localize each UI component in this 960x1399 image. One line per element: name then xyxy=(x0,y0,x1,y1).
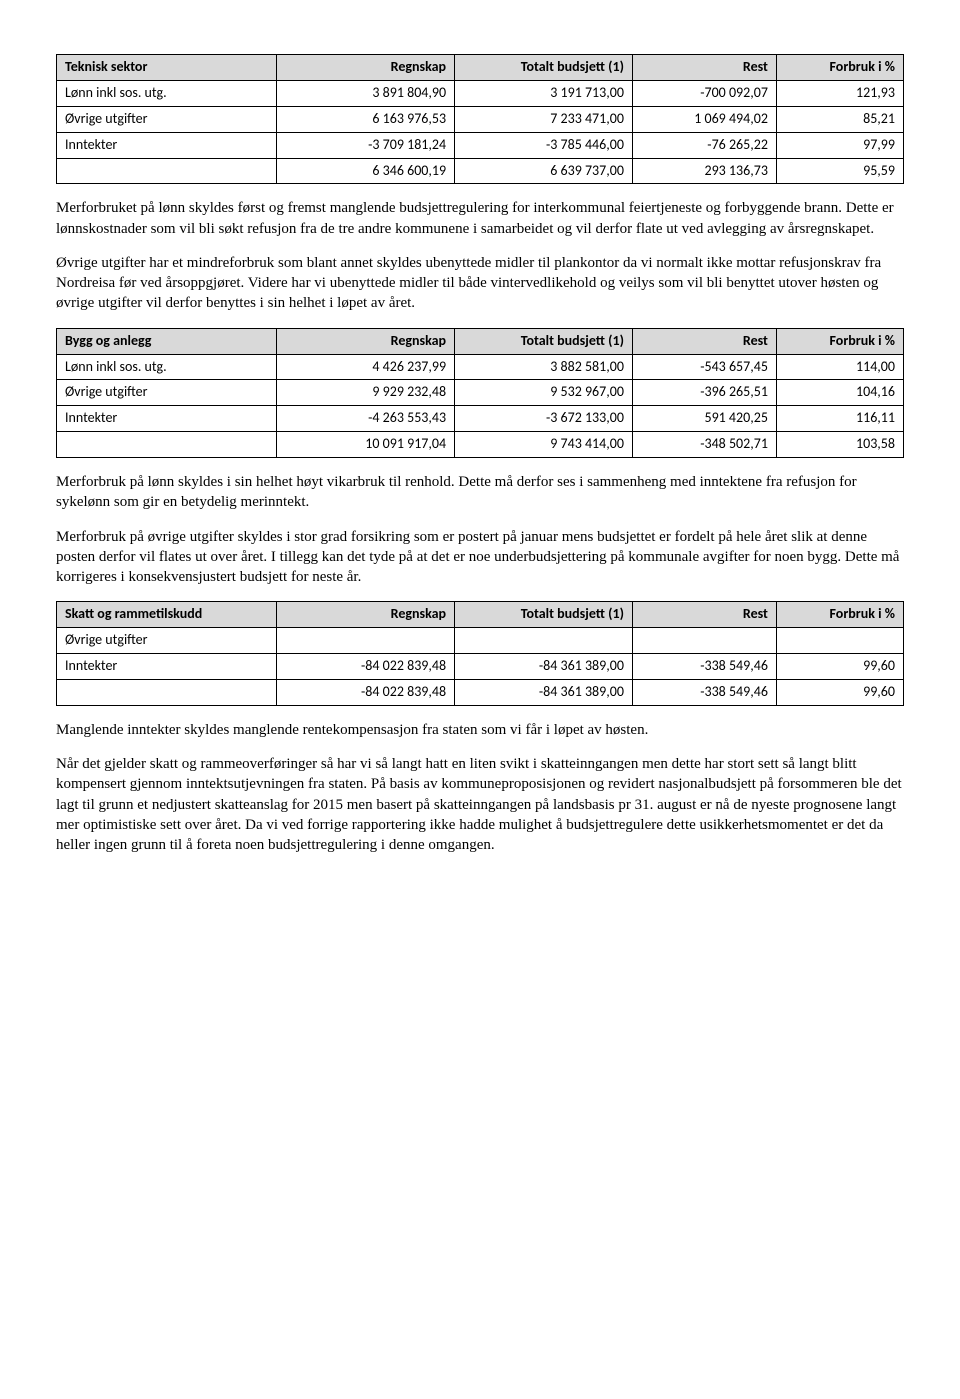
table-row: 6 346 600,19 6 639 737,00 293 136,73 95,… xyxy=(57,158,904,184)
cell: 121,93 xyxy=(776,80,903,106)
cell: 114,00 xyxy=(776,354,903,380)
cell: 99,60 xyxy=(776,680,903,706)
cell: Øvrige utgifter xyxy=(57,106,277,132)
table-row: Øvrige utgifter 6 163 976,53 7 233 471,0… xyxy=(57,106,904,132)
cell: 116,11 xyxy=(776,406,903,432)
cell: 9 929 232,48 xyxy=(277,380,455,406)
cell: 3 891 804,90 xyxy=(277,80,455,106)
th-forbruk: Forbruk i % xyxy=(776,602,903,628)
cell xyxy=(632,628,776,654)
th-label: Teknisk sektor xyxy=(57,55,277,81)
cell: -396 265,51 xyxy=(632,380,776,406)
cell: -543 657,45 xyxy=(632,354,776,380)
cell xyxy=(776,628,903,654)
table-row: Inntekter -3 709 181,24 -3 785 446,00 -7… xyxy=(57,132,904,158)
cell: -700 092,07 xyxy=(632,80,776,106)
cell: 10 091 917,04 xyxy=(277,432,455,458)
cell: Inntekter xyxy=(57,654,277,680)
paragraph: Merforbruket på lønn skyldes først og fr… xyxy=(56,198,904,239)
cell: 3 191 713,00 xyxy=(455,80,633,106)
cell: -4 263 553,43 xyxy=(277,406,455,432)
table-row: Lønn inkl sos. utg. 3 891 804,90 3 191 7… xyxy=(57,80,904,106)
cell xyxy=(57,680,277,706)
paragraph: Merforbruk på øvrige utgifter skyldes i … xyxy=(56,527,904,588)
th-budsjett: Totalt budsjett (1) xyxy=(455,328,633,354)
th-forbruk: Forbruk i % xyxy=(776,328,903,354)
th-regnskap: Regnskap xyxy=(277,602,455,628)
table-row: Lønn inkl sos. utg. 4 426 237,99 3 882 5… xyxy=(57,354,904,380)
th-rest: Rest xyxy=(632,328,776,354)
cell: 104,16 xyxy=(776,380,903,406)
cell: Øvrige utgifter xyxy=(57,380,277,406)
th-rest: Rest xyxy=(632,602,776,628)
table-row: Øvrige utgifter 9 929 232,48 9 532 967,0… xyxy=(57,380,904,406)
cell: 6 639 737,00 xyxy=(455,158,633,184)
table-teknisk-sektor: Teknisk sektor Regnskap Totalt budsjett … xyxy=(56,54,904,184)
cell: -338 549,46 xyxy=(632,654,776,680)
cell: Lønn inkl sos. utg. xyxy=(57,354,277,380)
cell: Øvrige utgifter xyxy=(57,628,277,654)
cell: -3 672 133,00 xyxy=(455,406,633,432)
cell: -84 361 389,00 xyxy=(455,680,633,706)
cell: 591 420,25 xyxy=(632,406,776,432)
cell: -76 265,22 xyxy=(632,132,776,158)
th-label: Bygg og anlegg xyxy=(57,328,277,354)
cell: -84 361 389,00 xyxy=(455,654,633,680)
paragraph: Manglende inntekter skyldes manglende re… xyxy=(56,720,904,740)
cell xyxy=(57,432,277,458)
cell: 9 532 967,00 xyxy=(455,380,633,406)
cell xyxy=(455,628,633,654)
paragraph: Øvrige utgifter har et mindreforbruk som… xyxy=(56,253,904,314)
cell: 103,58 xyxy=(776,432,903,458)
cell: 97,99 xyxy=(776,132,903,158)
cell xyxy=(277,628,455,654)
cell: -84 022 839,48 xyxy=(277,680,455,706)
th-label: Skatt og rammetilskudd xyxy=(57,602,277,628)
th-regnskap: Regnskap xyxy=(277,55,455,81)
paragraph: Når det gjelder skatt og rammeoverføring… xyxy=(56,754,904,855)
table-row: Øvrige utgifter xyxy=(57,628,904,654)
th-budsjett: Totalt budsjett (1) xyxy=(455,602,633,628)
table-row: -84 022 839,48 -84 361 389,00 -338 549,4… xyxy=(57,680,904,706)
cell: Inntekter xyxy=(57,132,277,158)
table-row: Inntekter -4 263 553,43 -3 672 133,00 59… xyxy=(57,406,904,432)
cell: -338 549,46 xyxy=(632,680,776,706)
table-skatt-rammetilskudd: Skatt og rammetilskudd Regnskap Totalt b… xyxy=(56,601,904,706)
cell: Inntekter xyxy=(57,406,277,432)
cell: 3 882 581,00 xyxy=(455,354,633,380)
cell: 99,60 xyxy=(776,654,903,680)
cell: -84 022 839,48 xyxy=(277,654,455,680)
cell: 85,21 xyxy=(776,106,903,132)
cell: -3 709 181,24 xyxy=(277,132,455,158)
table-row: Inntekter -84 022 839,48 -84 361 389,00 … xyxy=(57,654,904,680)
th-regnskap: Regnskap xyxy=(277,328,455,354)
cell: 6 346 600,19 xyxy=(277,158,455,184)
th-rest: Rest xyxy=(632,55,776,81)
cell: -3 785 446,00 xyxy=(455,132,633,158)
table-row: 10 091 917,04 9 743 414,00 -348 502,71 1… xyxy=(57,432,904,458)
cell: 1 069 494,02 xyxy=(632,106,776,132)
cell xyxy=(57,158,277,184)
table-bygg-og-anlegg: Bygg og anlegg Regnskap Totalt budsjett … xyxy=(56,328,904,458)
cell: Lønn inkl sos. utg. xyxy=(57,80,277,106)
cell: 4 426 237,99 xyxy=(277,354,455,380)
cell: 7 233 471,00 xyxy=(455,106,633,132)
cell: 9 743 414,00 xyxy=(455,432,633,458)
cell: -348 502,71 xyxy=(632,432,776,458)
paragraph: Merforbruk på lønn skyldes i sin helhet … xyxy=(56,472,904,513)
th-budsjett: Totalt budsjett (1) xyxy=(455,55,633,81)
cell: 6 163 976,53 xyxy=(277,106,455,132)
th-forbruk: Forbruk i % xyxy=(776,55,903,81)
cell: 95,59 xyxy=(776,158,903,184)
cell: 293 136,73 xyxy=(632,158,776,184)
